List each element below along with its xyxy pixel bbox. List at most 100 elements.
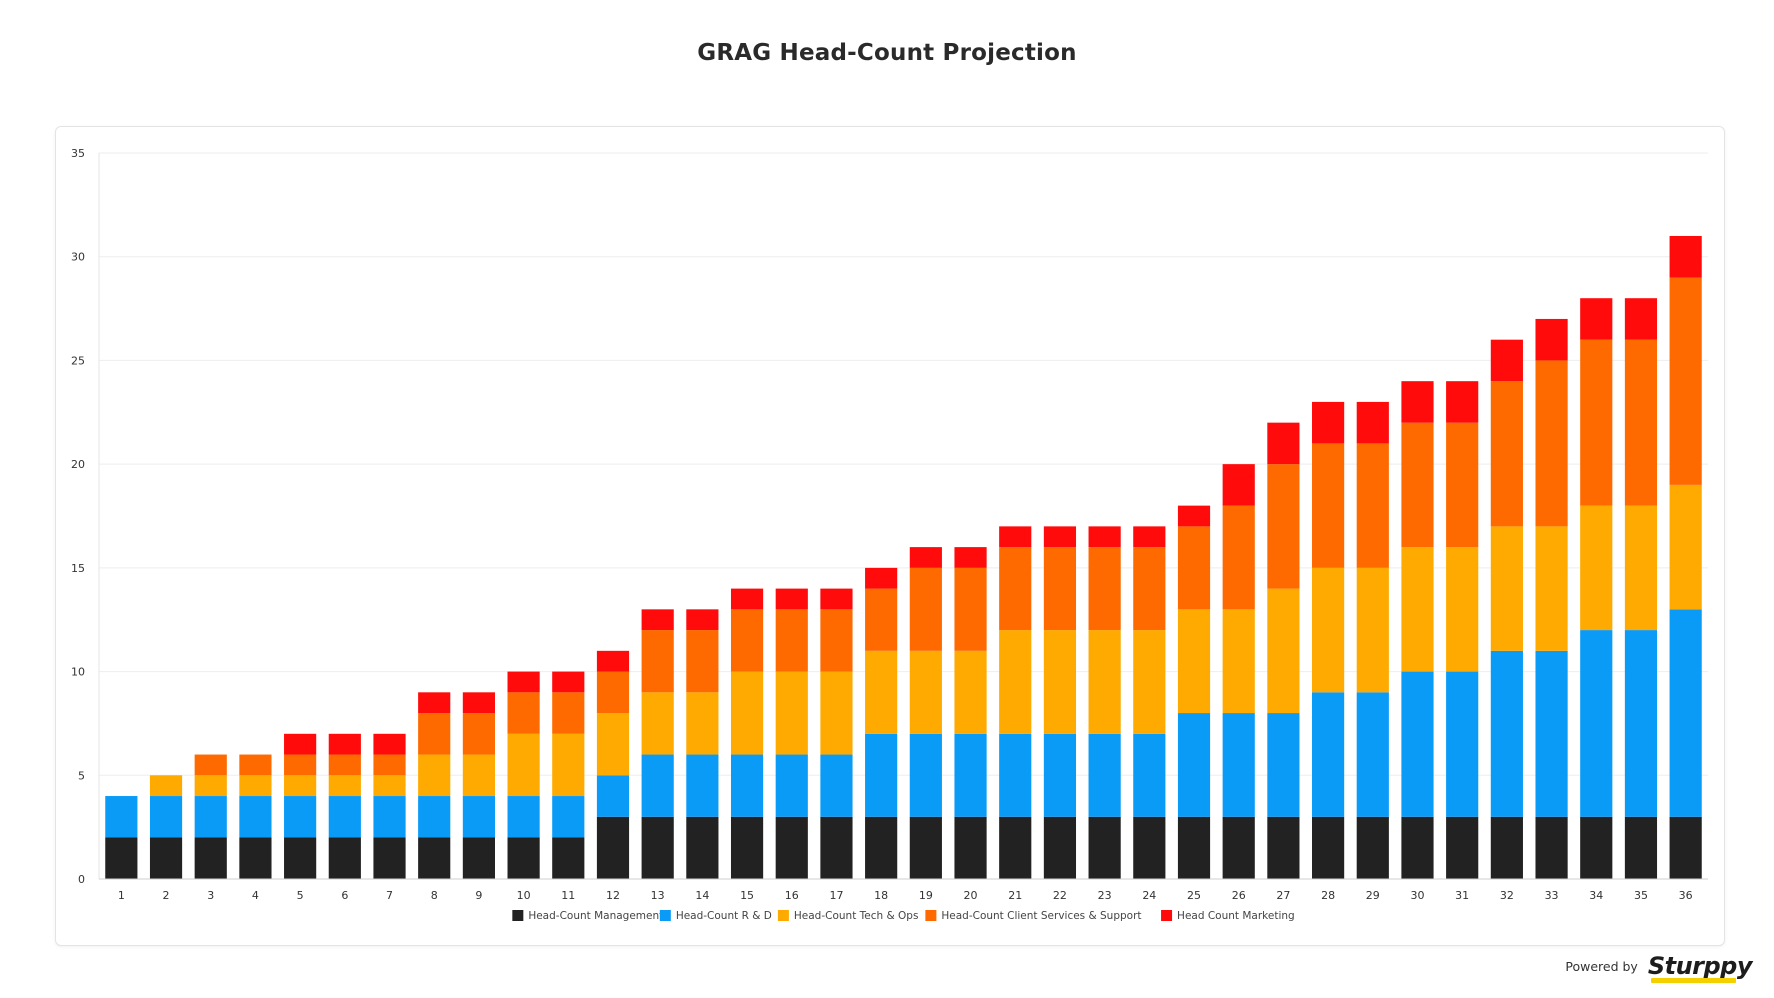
bar-segment[interactable] [1446, 671, 1479, 817]
bar-segment[interactable] [373, 796, 406, 838]
bar-segment[interactable] [418, 796, 451, 838]
bar-segment[interactable] [865, 567, 898, 589]
bar-segment[interactable] [1401, 547, 1434, 672]
bar-segment[interactable] [641, 609, 674, 631]
bar-segment[interactable] [194, 796, 227, 838]
bar-segment[interactable] [1535, 526, 1568, 651]
bar-segment[interactable] [775, 671, 808, 755]
bar-segment[interactable] [1624, 630, 1658, 817]
bar-segment[interactable] [1312, 692, 1345, 817]
bar-segment[interactable] [686, 754, 719, 817]
bar-segment[interactable] [1043, 733, 1077, 817]
bar-segment[interactable] [730, 754, 764, 817]
bar-segment[interactable] [1043, 816, 1077, 879]
bar-segment[interactable] [507, 733, 540, 797]
bar-segment[interactable] [730, 609, 764, 672]
bar-segment[interactable] [418, 713, 451, 755]
bar-segment[interactable] [954, 816, 987, 879]
bar-segment[interactable] [239, 837, 272, 879]
bar-segment[interactable] [1401, 422, 1434, 548]
bar-segment[interactable] [865, 816, 898, 879]
bar-segment[interactable] [1624, 816, 1658, 879]
bar-segment[interactable] [1177, 609, 1211, 714]
bar-segment[interactable] [1535, 360, 1568, 527]
legend-item[interactable]: Head-Count Management [512, 910, 663, 922]
bar-segment[interactable] [1535, 318, 1568, 361]
bar-segment[interactable] [775, 816, 808, 879]
bar-segment[interactable] [194, 754, 227, 776]
bar-segment[interactable] [1133, 630, 1166, 734]
bar-segment[interactable] [775, 588, 808, 610]
bar-segment[interactable] [462, 796, 495, 838]
bar-segment[interactable] [865, 733, 898, 817]
bar-segment[interactable] [954, 567, 987, 651]
bar-segment[interactable] [1267, 713, 1300, 817]
bar-segment[interactable] [284, 796, 317, 838]
bar-segment[interactable] [1088, 526, 1121, 548]
bar-segment[interactable] [954, 547, 987, 568]
bar-segment[interactable] [552, 692, 585, 734]
bar-segment[interactable] [1177, 816, 1211, 879]
bar-segment[interactable] [686, 692, 719, 755]
bar-segment[interactable] [1222, 713, 1255, 817]
bar-segment[interactable] [1669, 609, 1702, 817]
bar-segment[interactable] [999, 630, 1032, 734]
bar-segment[interactable] [999, 816, 1032, 879]
bar-segment[interactable] [373, 837, 406, 879]
bar-segment[interactable] [596, 713, 630, 776]
bar-segment[interactable] [1580, 505, 1613, 631]
bar-segment[interactable] [1356, 692, 1389, 817]
bar-segment[interactable] [418, 837, 451, 879]
bar-segment[interactable] [1401, 381, 1434, 423]
bar-segment[interactable] [328, 796, 361, 838]
bar-segment[interactable] [1222, 816, 1255, 879]
bar-segment[interactable] [820, 609, 853, 672]
bar-segment[interactable] [552, 837, 585, 879]
bar-segment[interactable] [1312, 401, 1345, 444]
bar-segment[interactable] [552, 733, 585, 797]
bar-segment[interactable] [1580, 816, 1613, 879]
bar-segment[interactable] [1669, 277, 1702, 485]
bar-segment[interactable] [1222, 464, 1255, 506]
bar-segment[interactable] [1490, 526, 1523, 651]
bar-segment[interactable] [507, 692, 540, 734]
bar-segment[interactable] [1401, 671, 1434, 817]
bar-segment[interactable] [1490, 339, 1523, 382]
bar-segment[interactable] [462, 692, 495, 714]
bar-segment[interactable] [1624, 339, 1658, 506]
bar-segment[interactable] [1446, 422, 1479, 548]
bar-segment[interactable] [954, 733, 987, 817]
bar-segment[interactable] [194, 775, 227, 797]
bar-segment[interactable] [999, 526, 1032, 548]
bar-segment[interactable] [1133, 547, 1166, 631]
bar-segment[interactable] [641, 754, 674, 817]
bar-segment[interactable] [1535, 816, 1568, 879]
bar-segment[interactable] [1222, 505, 1255, 610]
bar-segment[interactable] [1446, 816, 1479, 879]
bar-segment[interactable] [1043, 630, 1077, 734]
bar-segment[interactable] [1401, 816, 1434, 879]
bar-segment[interactable] [1043, 526, 1077, 548]
bar-segment[interactable] [507, 837, 540, 879]
bar-segment[interactable] [418, 692, 451, 714]
bar-segment[interactable] [1133, 816, 1166, 879]
bar-segment[interactable] [1446, 547, 1479, 672]
bar-segment[interactable] [1312, 567, 1345, 693]
bar-segment[interactable] [596, 816, 630, 879]
bar-segment[interactable] [462, 713, 495, 755]
bar-segment[interactable] [552, 796, 585, 838]
bar-segment[interactable] [954, 650, 987, 734]
bar-segment[interactable] [552, 671, 585, 693]
bar-segment[interactable] [194, 837, 227, 879]
bar-segment[interactable] [909, 547, 942, 568]
bar-segment[interactable] [641, 630, 674, 693]
bar-segment[interactable] [1580, 339, 1613, 506]
bar-segment[interactable] [641, 692, 674, 755]
bar-segment[interactable] [596, 650, 630, 672]
bar-segment[interactable] [1267, 422, 1300, 465]
bar-segment[interactable] [1088, 547, 1121, 631]
legend-item[interactable]: Head Count Marketing [1161, 910, 1295, 922]
bar-segment[interactable] [820, 754, 853, 817]
bar-segment[interactable] [909, 816, 942, 879]
bar-segment[interactable] [596, 671, 630, 714]
